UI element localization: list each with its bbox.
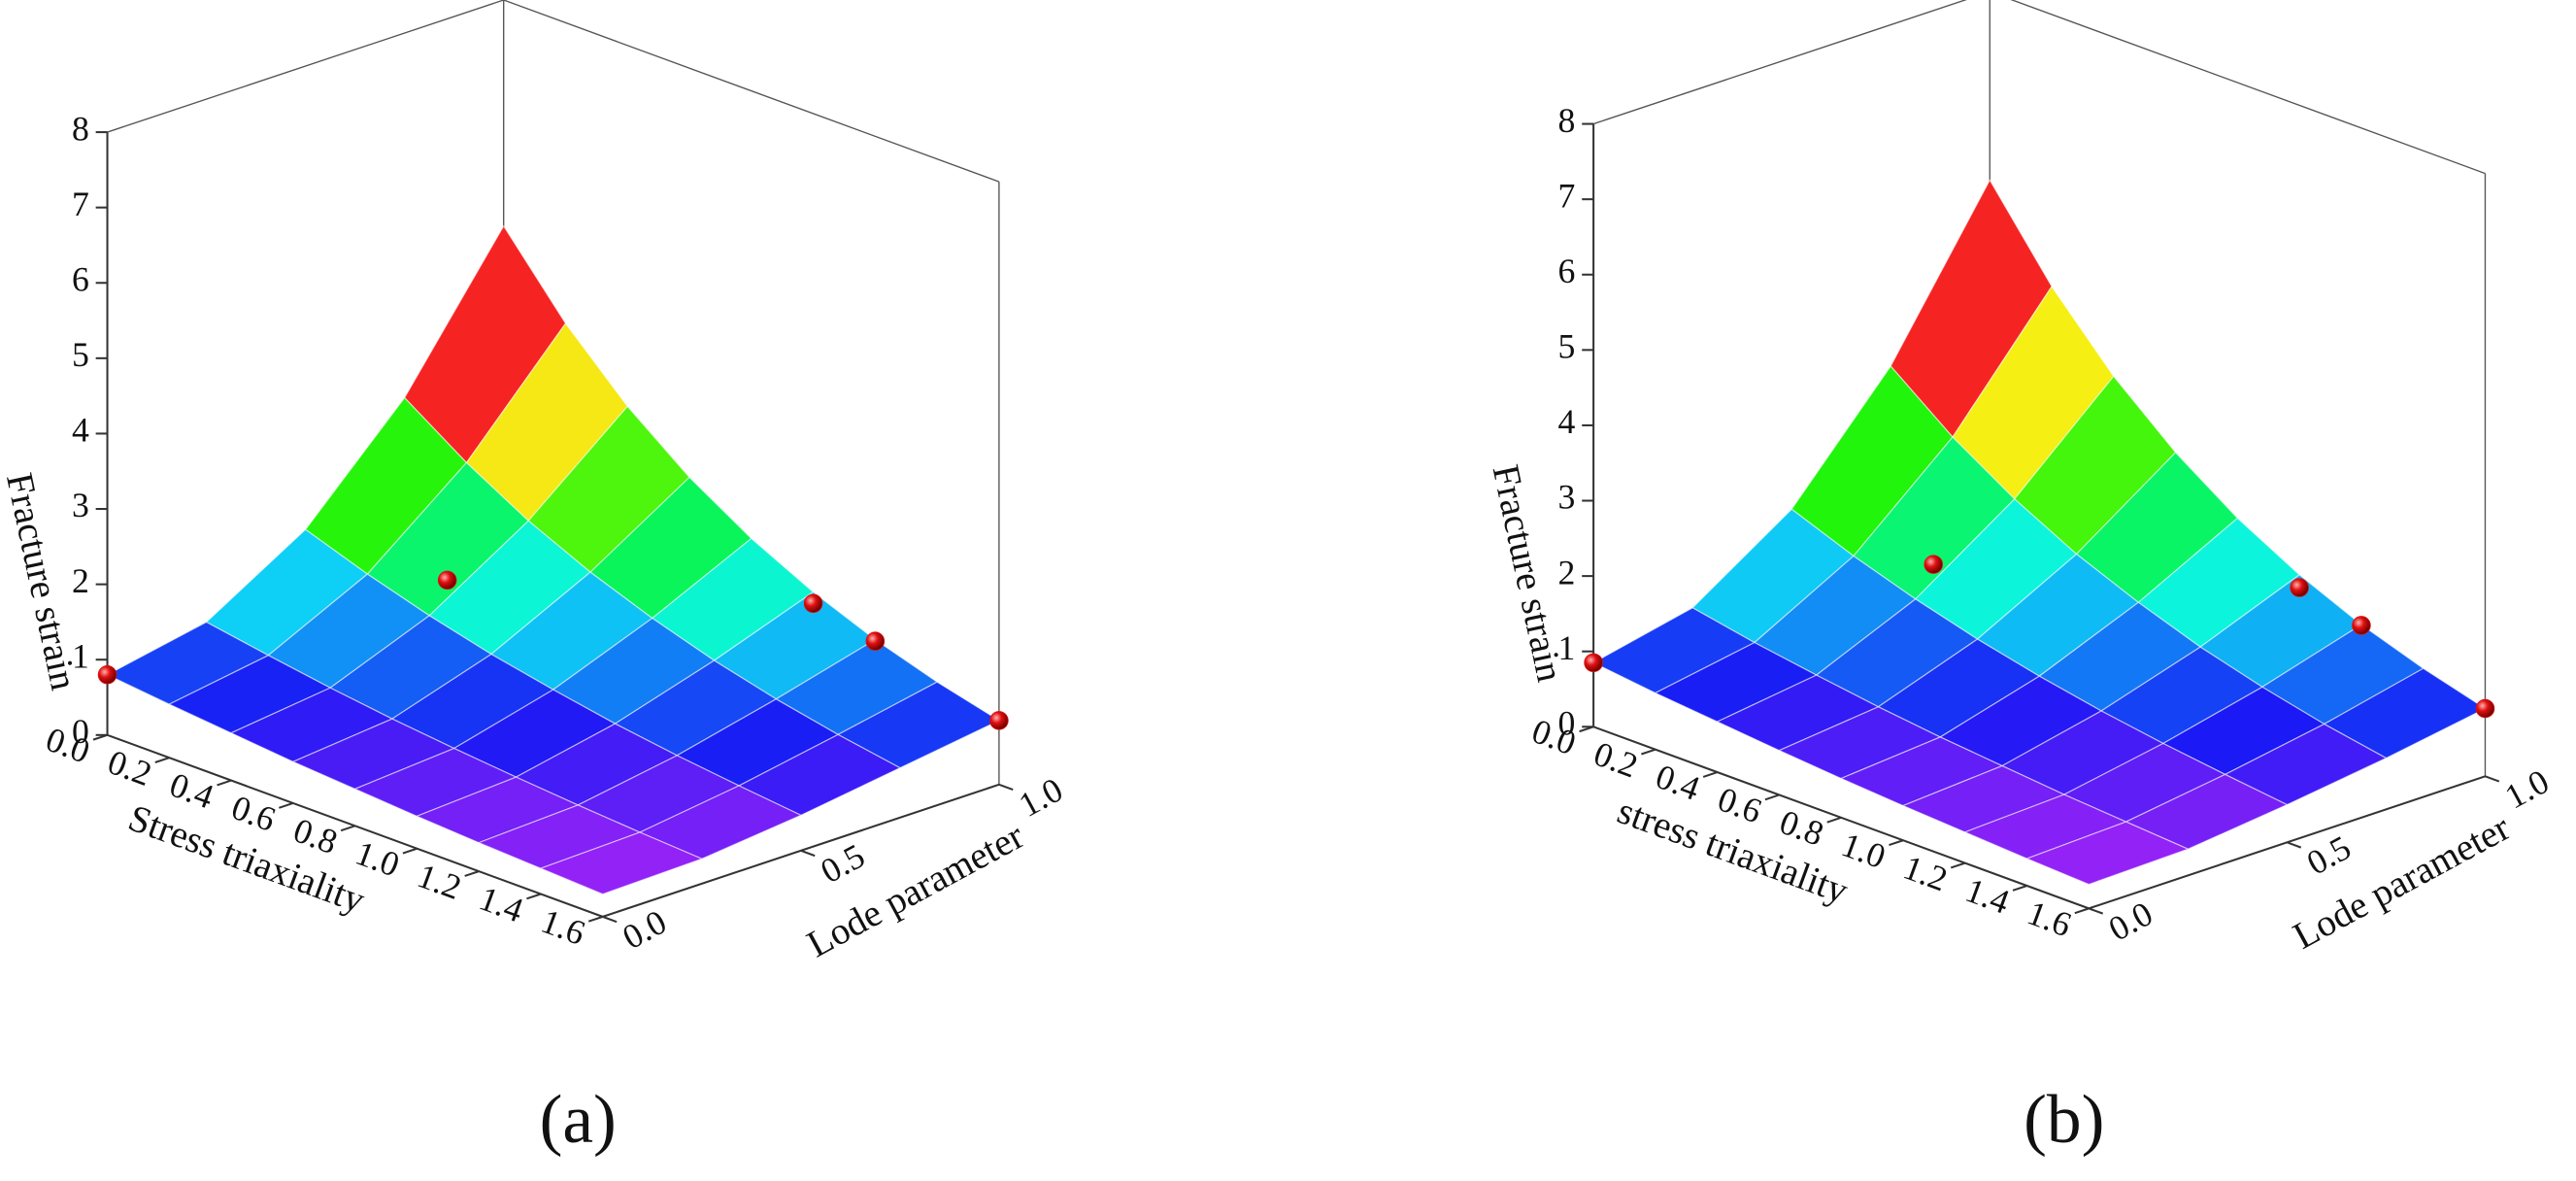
- surface-cell: [2024, 821, 2190, 886]
- x-tick: [1579, 725, 1594, 733]
- data-point: [989, 711, 1009, 730]
- z-tick-label: 6: [1558, 252, 1576, 290]
- z-tick-label: 8: [1558, 101, 1576, 140]
- z-tick-label: 0: [72, 712, 89, 751]
- z-tick-label: 1: [72, 636, 89, 675]
- z-tick-label: 6: [72, 259, 89, 298]
- x-tick: [2074, 907, 2090, 915]
- z-tick-label: 5: [1558, 327, 1576, 366]
- y-tick-label: 1.0: [1013, 770, 1069, 825]
- z-tick-label: 4: [1558, 402, 1576, 441]
- data-point: [97, 664, 117, 685]
- y-tick: [800, 849, 816, 858]
- z-tick-label: 4: [72, 411, 89, 450]
- x-tick: [402, 847, 418, 855]
- data-point: [2290, 578, 2309, 597]
- x-tick: [464, 870, 480, 877]
- z-tick-label: 3: [72, 486, 89, 524]
- z-tick-label: 7: [1558, 176, 1576, 215]
- z-tick-label: 0: [1558, 703, 1576, 742]
- x-tick: [154, 757, 170, 763]
- x-tick: [217, 779, 232, 787]
- y-tick-label: 1.0: [2498, 761, 2555, 816]
- data-point: [437, 570, 457, 590]
- z-tick-label: 2: [72, 561, 89, 600]
- data-point: [2475, 698, 2495, 719]
- x-tick: [1702, 771, 1718, 778]
- x-tick: [279, 801, 294, 809]
- data-point: [865, 631, 886, 651]
- x-tick: [340, 825, 355, 832]
- x-tick: [1641, 748, 1656, 756]
- panel-label: (a): [540, 1081, 617, 1158]
- x-tick: [1826, 816, 1842, 824]
- z-tick-label: 2: [1558, 553, 1576, 591]
- z-tick-label: 8: [72, 109, 89, 148]
- x-tick: [1950, 861, 1966, 869]
- data-point: [2352, 616, 2371, 635]
- y-axis-title: Lode parameter: [800, 815, 1030, 965]
- y-tick: [2088, 907, 2104, 915]
- y-tick: [998, 783, 1014, 792]
- x-tick: [1889, 839, 1904, 847]
- x-tick: [2012, 885, 2027, 892]
- y-tick: [602, 915, 618, 924]
- data-point: [1584, 653, 1603, 673]
- box-edge: [503, 0, 1000, 183]
- x-tick: [1764, 793, 1780, 801]
- panel-label: (b): [2024, 1081, 2104, 1158]
- y-tick: [2485, 775, 2500, 783]
- x-tick: [587, 915, 604, 923]
- box-edge: [1592, 0, 1967, 125]
- box-edge: [107, 0, 504, 133]
- z-tick-label: 7: [72, 185, 89, 223]
- data-point: [803, 593, 823, 614]
- x-tick: [526, 893, 542, 900]
- box-edge: [2010, 0, 2486, 175]
- z-tick-label: 5: [72, 335, 89, 374]
- data-point: [1924, 555, 1944, 574]
- y-tick: [2287, 841, 2302, 849]
- z-tick-label: 1: [1558, 628, 1576, 667]
- x-tick: [92, 733, 108, 741]
- surface-cell: [539, 831, 704, 895]
- y-axis-title: Lode parameter: [2287, 807, 2517, 958]
- z-tick-label: 3: [1558, 478, 1576, 517]
